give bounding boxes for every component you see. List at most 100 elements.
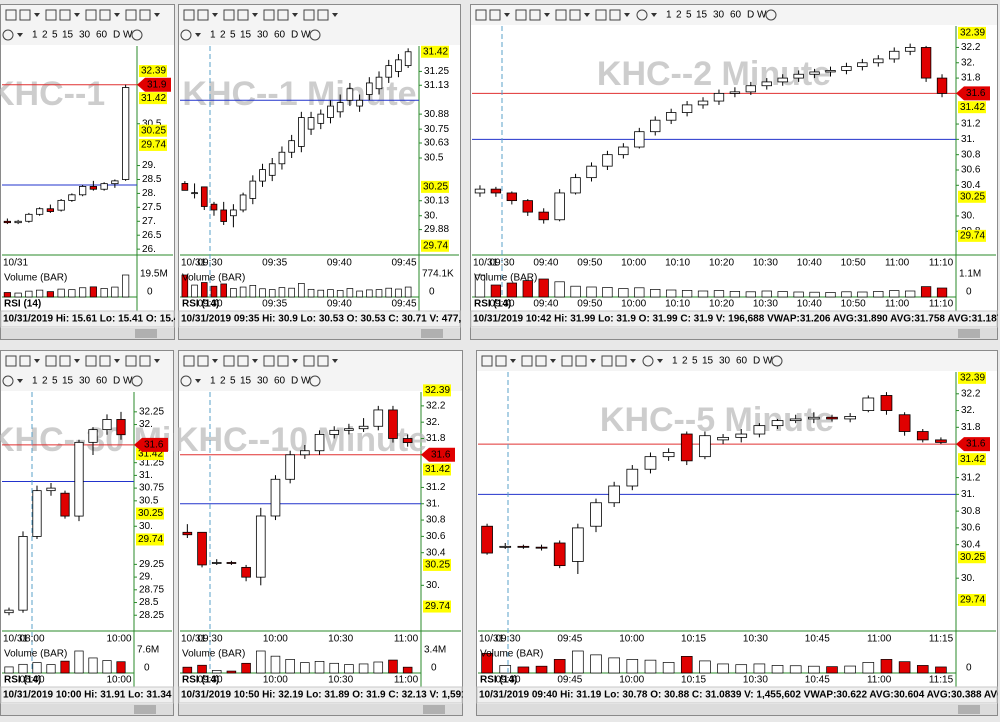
dropdown-arrow[interactable] [195, 33, 201, 37]
scrollbar[interactable] [179, 328, 460, 339]
tool-icon[interactable] [575, 355, 587, 367]
timeframe-button[interactable]: 15 [62, 376, 74, 387]
tool-icon[interactable] [5, 9, 17, 21]
tool-icon[interactable] [85, 355, 97, 367]
timeframe-button[interactable]: 15 [62, 30, 74, 41]
dropdown-arrow[interactable] [510, 359, 516, 363]
timeframe-button[interactable]: W [123, 30, 133, 41]
scroll-thumb[interactable] [958, 329, 980, 338]
timeframe-button[interactable]: 1 [32, 376, 38, 387]
tool-icon[interactable] [223, 355, 235, 367]
tool-icon[interactable] [139, 355, 151, 367]
timeframe-button[interactable]: 5 [686, 10, 692, 21]
tool-icon[interactable] [303, 9, 315, 21]
tool-icon[interactable] [237, 9, 249, 21]
dropdown-arrow[interactable] [114, 13, 120, 17]
dropdown-arrow[interactable] [584, 13, 590, 17]
timeframe-button[interactable]: W [301, 376, 311, 387]
dropdown-arrow[interactable] [550, 359, 556, 363]
scroll-thumb[interactable] [958, 705, 980, 714]
tool-icon[interactable] [139, 9, 151, 21]
timeframe-button[interactable]: 1 [666, 10, 672, 21]
dropdown-arrow[interactable] [292, 359, 298, 363]
timeframe-button[interactable]: 30 [79, 376, 91, 387]
close-icon[interactable] [131, 29, 143, 41]
tool-icon[interactable] [475, 9, 487, 21]
tool-icon[interactable] [601, 355, 613, 367]
tool-icon[interactable] [45, 9, 57, 21]
timeframe-button[interactable]: 2 [676, 10, 682, 21]
tool-icon[interactable] [317, 355, 329, 367]
tool-icon[interactable] [237, 355, 249, 367]
timeframe-button[interactable]: 30 [257, 30, 269, 41]
dropdown-arrow[interactable] [154, 13, 160, 17]
tool-icon[interactable] [263, 355, 275, 367]
tool-icon[interactable] [59, 9, 71, 21]
clock-icon[interactable] [2, 29, 14, 41]
tool-icon[interactable] [5, 355, 17, 367]
tool-icon[interactable] [19, 355, 31, 367]
clock-icon[interactable] [642, 355, 654, 367]
close-icon[interactable] [765, 9, 777, 21]
tool-icon[interactable] [561, 355, 573, 367]
dropdown-arrow[interactable] [252, 13, 258, 17]
tool-icon[interactable] [529, 9, 541, 21]
timeframe-button[interactable]: W [763, 356, 773, 367]
dropdown-arrow[interactable] [252, 359, 258, 363]
tool-icon[interactable] [99, 9, 111, 21]
dropdown-arrow[interactable] [74, 13, 80, 17]
tool-icon[interactable] [303, 355, 315, 367]
timeframe-button[interactable]: 15 [240, 376, 252, 387]
timeframe-button[interactable]: 1 [32, 30, 38, 41]
timeframe-button[interactable]: 60 [96, 30, 108, 41]
tool-icon[interactable] [535, 355, 547, 367]
dropdown-arrow[interactable] [195, 379, 201, 383]
timeframe-button[interactable]: 30 [257, 376, 269, 387]
tool-icon[interactable] [19, 9, 31, 21]
tool-icon[interactable] [59, 355, 71, 367]
timeframe-button[interactable]: D [113, 376, 120, 387]
timeframe-button[interactable]: 60 [736, 356, 748, 367]
close-icon[interactable] [131, 375, 143, 387]
timeframe-button[interactable]: 30 [79, 30, 91, 41]
dropdown-arrow[interactable] [332, 359, 338, 363]
timeframe-button[interactable]: W [301, 30, 311, 41]
close-icon[interactable] [309, 29, 321, 41]
tool-icon[interactable] [489, 9, 501, 21]
scrollbar[interactable] [471, 328, 997, 339]
dropdown-arrow[interactable] [17, 379, 23, 383]
dropdown-arrow[interactable] [651, 13, 657, 17]
clock-icon[interactable] [180, 375, 192, 387]
timeframe-button[interactable]: 2 [220, 376, 226, 387]
timeframe-button[interactable]: 5 [52, 376, 58, 387]
timeframe-button[interactable]: 1 [672, 356, 678, 367]
timeframe-button[interactable]: 15 [696, 10, 708, 21]
timeframe-button[interactable]: 2 [42, 30, 48, 41]
close-icon[interactable] [771, 355, 783, 367]
dropdown-arrow[interactable] [34, 13, 40, 17]
scroll-thumb[interactable] [421, 329, 443, 338]
tool-icon[interactable] [569, 9, 581, 21]
dropdown-arrow[interactable] [504, 13, 510, 17]
scrollbar[interactable] [1, 704, 173, 715]
tool-icon[interactable] [521, 355, 533, 367]
dropdown-arrow[interactable] [114, 359, 120, 363]
timeframe-button[interactable]: D [291, 30, 298, 41]
tool-icon[interactable] [99, 355, 111, 367]
timeframe-button[interactable]: W [123, 376, 133, 387]
dropdown-arrow[interactable] [212, 359, 218, 363]
timeframe-button[interactable]: 60 [730, 10, 742, 21]
scroll-thumb[interactable] [423, 705, 445, 714]
timeframe-button[interactable]: 30 [719, 356, 731, 367]
clock-icon[interactable] [636, 9, 648, 21]
tool-icon[interactable] [481, 355, 493, 367]
tool-icon[interactable] [609, 9, 621, 21]
timeframe-button[interactable]: 5 [52, 30, 58, 41]
dropdown-arrow[interactable] [332, 13, 338, 17]
tool-icon[interactable] [197, 9, 209, 21]
timeframe-button[interactable]: 15 [240, 30, 252, 41]
dropdown-arrow[interactable] [657, 359, 663, 363]
timeframe-button[interactable]: 30 [713, 10, 725, 21]
tool-icon[interactable] [317, 9, 329, 21]
tool-icon[interactable] [615, 355, 627, 367]
